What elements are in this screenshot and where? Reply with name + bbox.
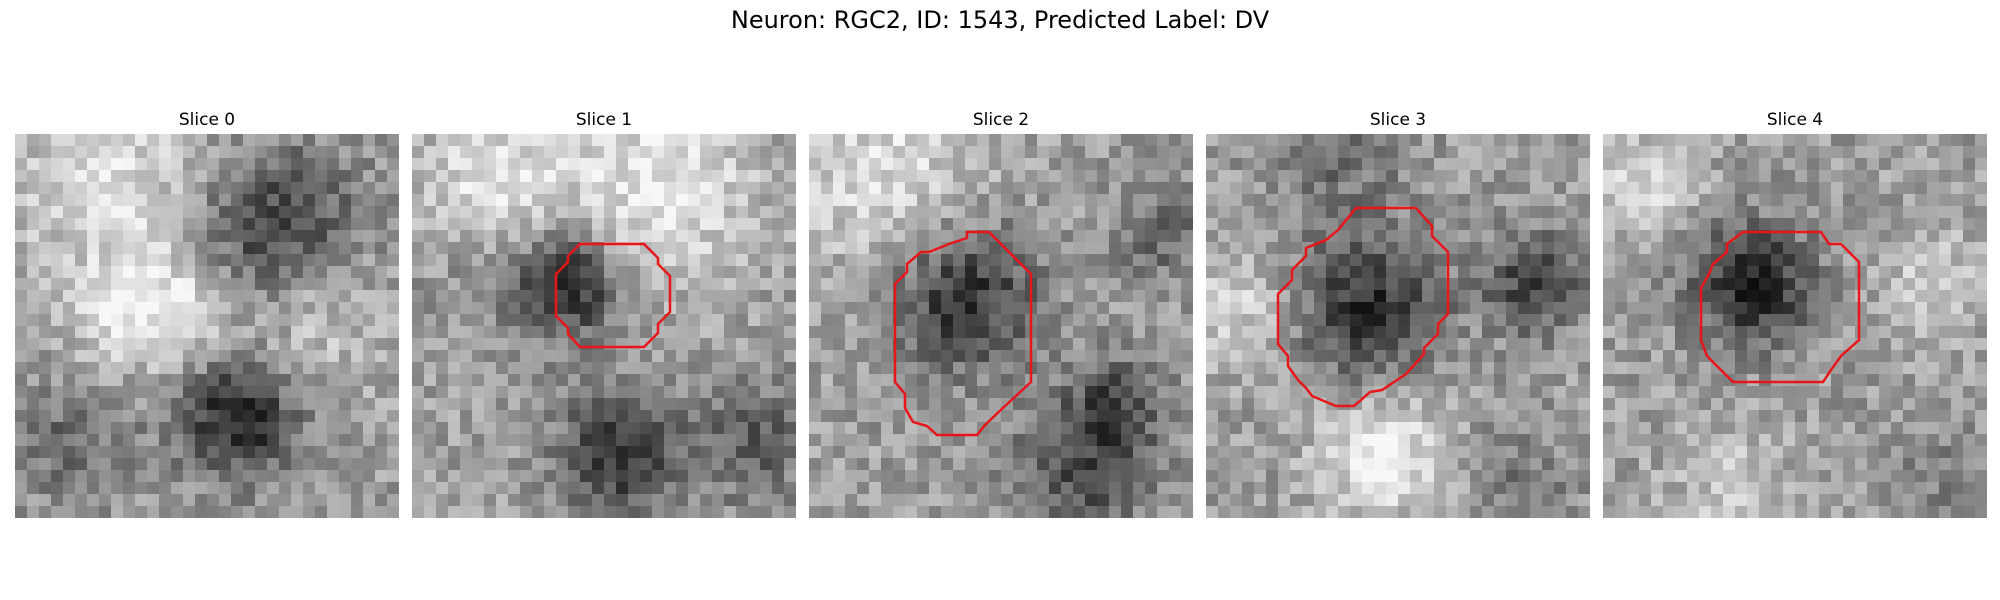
grayscale-texture (1603, 134, 1987, 518)
roi-contour (893, 230, 1033, 437)
roi-contour (1699, 230, 1861, 384)
grayscale-texture (809, 134, 1193, 518)
roi-contour (554, 242, 672, 349)
slice-image (1603, 134, 1987, 518)
slice-panel-4: Slice 4 (1603, 110, 1987, 520)
slice-panel-3: Slice 3 (1206, 110, 1590, 520)
slice-title: Slice 0 (178, 110, 236, 130)
grayscale-texture (412, 134, 796, 518)
slice-panel-1: Slice 1 (412, 110, 796, 520)
slice-image (809, 134, 1193, 518)
contour-outline (1699, 230, 1861, 384)
figure-title: Neuron: RGC2, ID: 1543, Predicted Label:… (730, 6, 1270, 34)
slice-title: Slice 2 (972, 110, 1030, 130)
slice-title: Slice 1 (575, 110, 633, 130)
slice-title: Slice 4 (1766, 110, 1824, 130)
contour-outline (1276, 206, 1450, 408)
slice-title: Slice 3 (1369, 110, 1427, 130)
contour-outline (554, 242, 672, 349)
slice-image (15, 134, 399, 518)
slice-image (1206, 134, 1590, 518)
grayscale-texture (15, 134, 399, 518)
roi-contour (1276, 206, 1450, 408)
slice-image (412, 134, 796, 518)
slice-panel-2: Slice 2 (809, 110, 1193, 520)
grayscale-texture (1206, 134, 1590, 518)
contour-outline (893, 230, 1033, 437)
slice-panel-0: Slice 0 (15, 110, 399, 520)
